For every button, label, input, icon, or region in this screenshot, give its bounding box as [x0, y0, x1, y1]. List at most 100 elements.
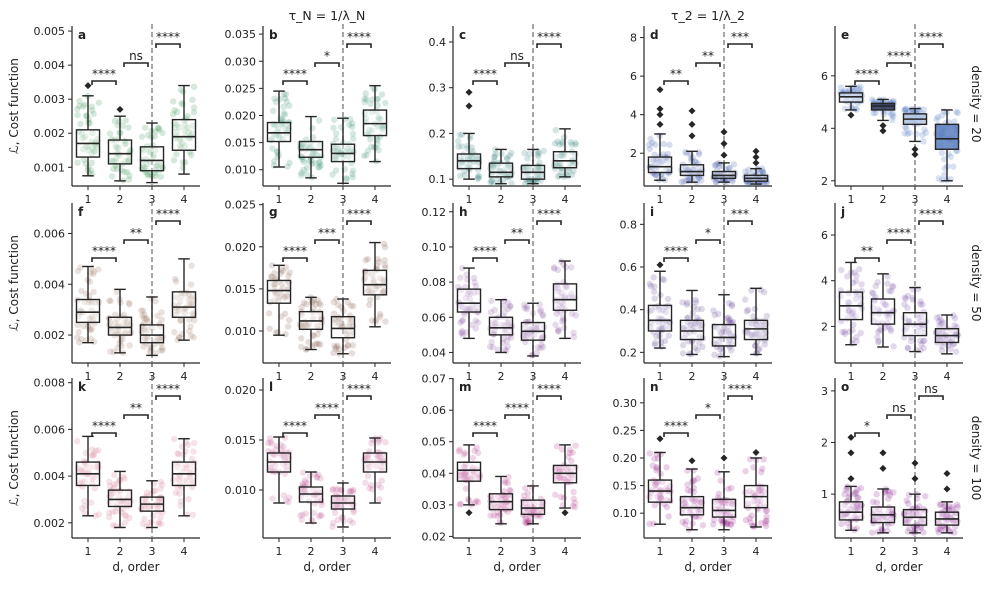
jitter-point	[659, 320, 667, 327]
bracket-line	[663, 80, 689, 85]
jitter-point	[723, 521, 731, 528]
significance-label: ****	[537, 30, 561, 44]
bracket-line	[727, 220, 753, 225]
box-4	[361, 434, 389, 504]
jitter-point	[93, 143, 101, 151]
y-axis-label: ℒ, Cost function	[7, 235, 21, 331]
jitter-point	[374, 481, 382, 489]
jitter-point	[719, 499, 726, 506]
jitter-point	[498, 321, 506, 329]
jitter-point	[687, 321, 695, 328]
jitter-point	[508, 179, 515, 187]
jitter-point	[684, 486, 691, 494]
bracket-line	[536, 43, 562, 48]
jitter-point	[952, 509, 960, 517]
jitter-point	[758, 486, 765, 493]
jitter-point	[86, 315, 93, 322]
jitter-point	[570, 333, 578, 341]
y-axis-label: ℒ, Cost function	[7, 58, 21, 154]
jitter-point	[473, 444, 481, 452]
jitter-point	[849, 310, 856, 317]
jitter-point	[121, 475, 128, 482]
jitter-point	[537, 308, 544, 315]
significance-label: **	[130, 401, 142, 415]
jitter-point	[497, 501, 505, 509]
jitter-point	[110, 481, 118, 488]
jitter-point	[286, 159, 293, 167]
jitter-point	[334, 342, 341, 349]
jitter-point	[141, 311, 148, 318]
jitter-point	[649, 139, 656, 147]
jitter-point	[717, 330, 725, 337]
jitter-point	[534, 344, 542, 351]
jitter-point	[889, 283, 896, 290]
jitter-point	[914, 328, 922, 335]
jitter-point	[523, 303, 531, 311]
y-tick-label: 3	[821, 385, 828, 398]
jitter-point	[375, 147, 382, 154]
jitter-point	[558, 299, 565, 306]
jitter-point	[76, 97, 83, 105]
jitter-point	[649, 462, 656, 469]
y-tick-label: 0.015	[225, 137, 257, 150]
jitter-point	[746, 455, 754, 463]
jitter-point	[474, 449, 482, 457]
jitter-point	[696, 164, 703, 171]
jitter-point	[282, 91, 290, 98]
jitter-point	[332, 345, 339, 352]
jitter-point	[852, 313, 859, 320]
jitter-point	[917, 337, 924, 344]
jitter-point	[150, 152, 157, 159]
jitter-point	[350, 135, 357, 142]
jitter-point	[844, 519, 851, 527]
jitter-point	[953, 108, 960, 116]
jitter-point	[177, 142, 184, 150]
jitter-point	[188, 455, 196, 463]
jitter-point	[458, 327, 466, 335]
jitter-point	[917, 298, 924, 305]
jitter-point	[364, 147, 372, 154]
box-body	[711, 323, 737, 347]
jitter-point	[560, 475, 568, 482]
significance-label: ****	[473, 244, 497, 258]
jitter-point	[657, 158, 665, 166]
box-body	[362, 269, 388, 296]
box-1	[454, 265, 482, 340]
jitter-point	[566, 449, 573, 457]
box-3	[710, 294, 738, 360]
jitter-point	[367, 289, 375, 296]
jitter-point	[840, 513, 848, 521]
box-2	[297, 469, 326, 525]
jitter-point	[286, 102, 293, 109]
box-1	[837, 83, 866, 119]
jitter-point	[181, 142, 189, 150]
jitter-point	[332, 154, 339, 162]
jitter-point	[145, 519, 153, 527]
jitter-point	[748, 512, 755, 519]
jitter-point	[527, 500, 534, 508]
jitter-point	[158, 316, 166, 323]
jitter-point	[569, 449, 576, 456]
jitter-point	[350, 486, 357, 493]
jitter-point	[716, 504, 723, 511]
jitter-point	[468, 144, 476, 151]
y-tick-label: 0.002	[34, 329, 66, 342]
jitter-point	[378, 477, 385, 484]
jitter-point	[303, 300, 310, 308]
y-tick-label: 6	[630, 70, 637, 83]
jitter-point	[271, 269, 278, 277]
jitter-point	[459, 469, 466, 477]
jitter-point	[537, 344, 544, 352]
jitter-point	[904, 130, 911, 138]
jitter-point	[74, 321, 81, 329]
jitter-point	[151, 133, 159, 140]
jitter-point	[349, 488, 357, 495]
box-4	[550, 258, 580, 341]
jitter-point	[154, 161, 162, 168]
jitter-point	[90, 110, 97, 118]
jitter-point	[922, 318, 929, 325]
jitter-point	[487, 309, 495, 316]
jitter-point	[278, 281, 286, 288]
jitter-point	[115, 327, 122, 334]
box-3	[138, 295, 166, 357]
